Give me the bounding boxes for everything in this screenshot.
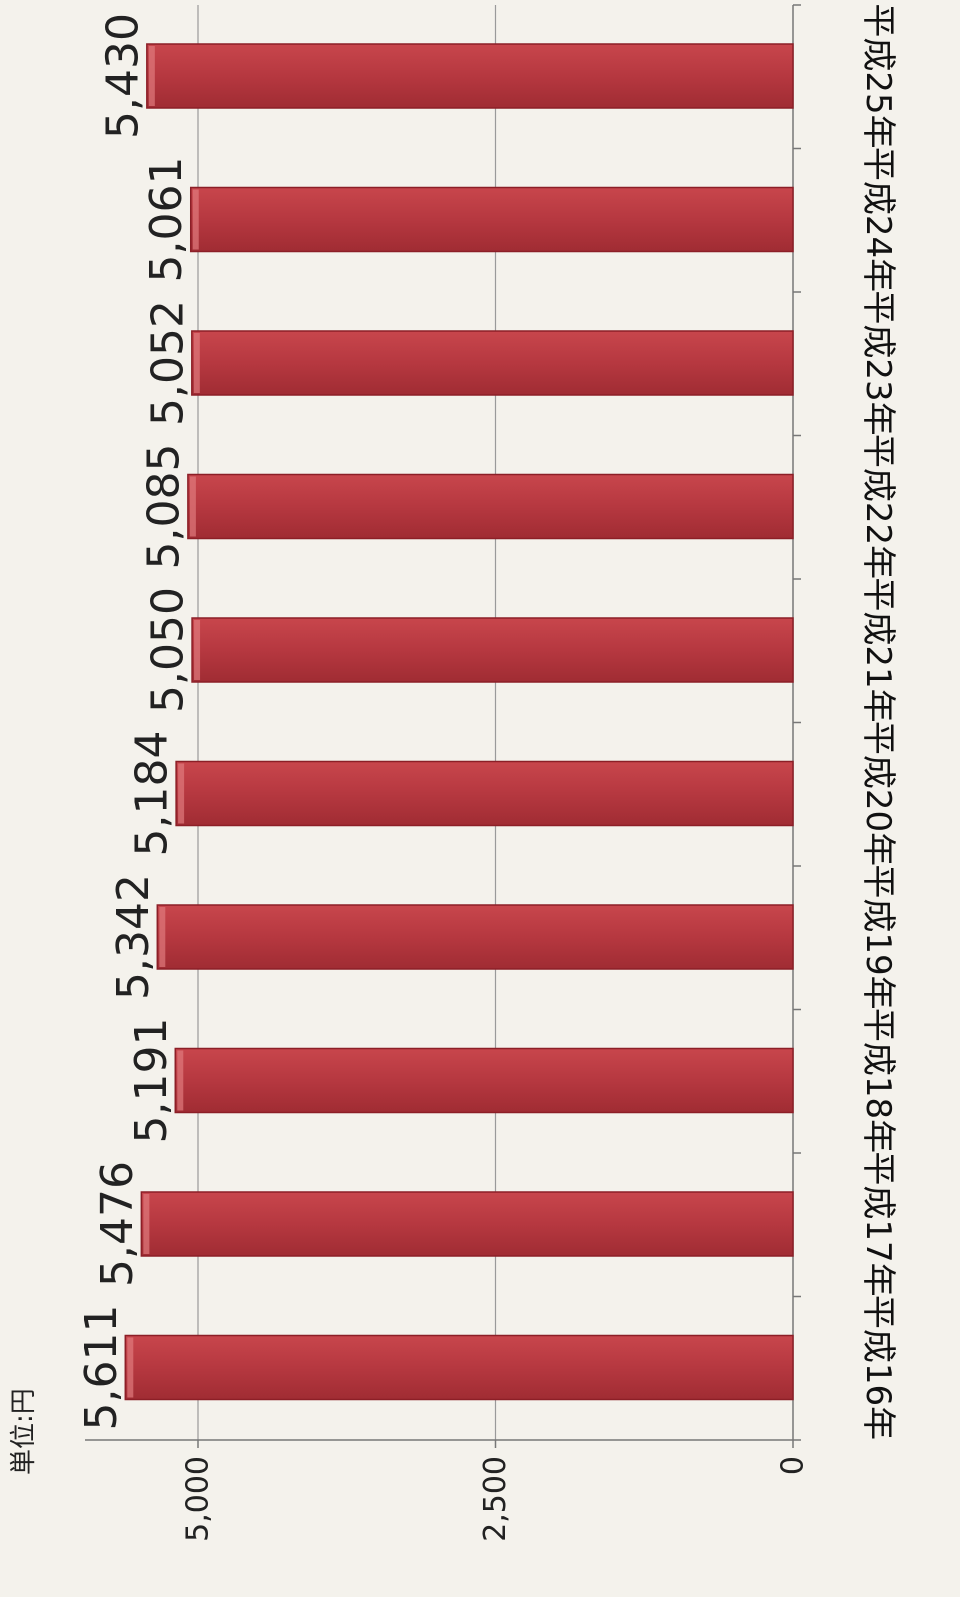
category-label: 平成24年 xyxy=(858,147,898,292)
category-label: 平成22年 xyxy=(858,434,898,579)
category-label: 平成19年 xyxy=(858,864,898,1009)
bar-highlight xyxy=(194,620,201,680)
value-label: 5,184 xyxy=(127,731,178,857)
value-label: 5,050 xyxy=(143,587,194,713)
bar-highlight xyxy=(148,46,155,106)
bars xyxy=(124,43,794,1401)
value-label: 5,611 xyxy=(76,1305,127,1431)
labels: 0 2,500 5,000 5,611 平成16年 5,476 平成17年 5,191 平成18… xyxy=(9,3,898,1542)
value-tick-label: 2,500 xyxy=(478,1456,513,1542)
bar xyxy=(156,904,794,970)
category-label: 平成25年 xyxy=(858,3,898,148)
bar xyxy=(175,760,794,827)
category-label: 平成18年 xyxy=(858,1008,898,1153)
bar xyxy=(140,1191,794,1257)
bar xyxy=(191,330,794,396)
value-label: 5,476 xyxy=(92,1161,143,1287)
value-label: 5,052 xyxy=(142,300,193,426)
bar-highlight xyxy=(178,763,185,824)
value-label: 5,061 xyxy=(141,157,192,283)
value-label: 5,085 xyxy=(138,444,189,570)
bar-highlight xyxy=(127,1337,134,1398)
category-label: 平成17年 xyxy=(858,1151,898,1296)
category-label: 平成16年 xyxy=(858,1295,898,1440)
value-label: 5,342 xyxy=(108,874,159,1000)
bar xyxy=(174,1047,794,1114)
bar-highlight xyxy=(177,1050,184,1111)
bar-highlight xyxy=(143,1194,150,1254)
bar-highlight xyxy=(193,333,200,393)
bar-highlight xyxy=(189,476,196,537)
value-label: 5,191 xyxy=(126,1018,177,1144)
bar xyxy=(191,617,794,683)
category-label: 平成21年 xyxy=(858,577,898,722)
value-tick-label: 0 xyxy=(776,1456,811,1475)
bar xyxy=(146,43,794,109)
bar xyxy=(124,1334,794,1401)
bar-highlight xyxy=(192,189,199,250)
unit-label: 単位:円 xyxy=(9,1388,39,1475)
bar xyxy=(189,186,794,253)
value-tick-label: 5,000 xyxy=(181,1456,216,1542)
value-label: 5,430 xyxy=(97,13,148,139)
bar-highlight xyxy=(159,907,166,967)
category-label: 平成20年 xyxy=(858,721,898,866)
bar xyxy=(187,473,794,540)
category-label: 平成23年 xyxy=(858,290,898,435)
